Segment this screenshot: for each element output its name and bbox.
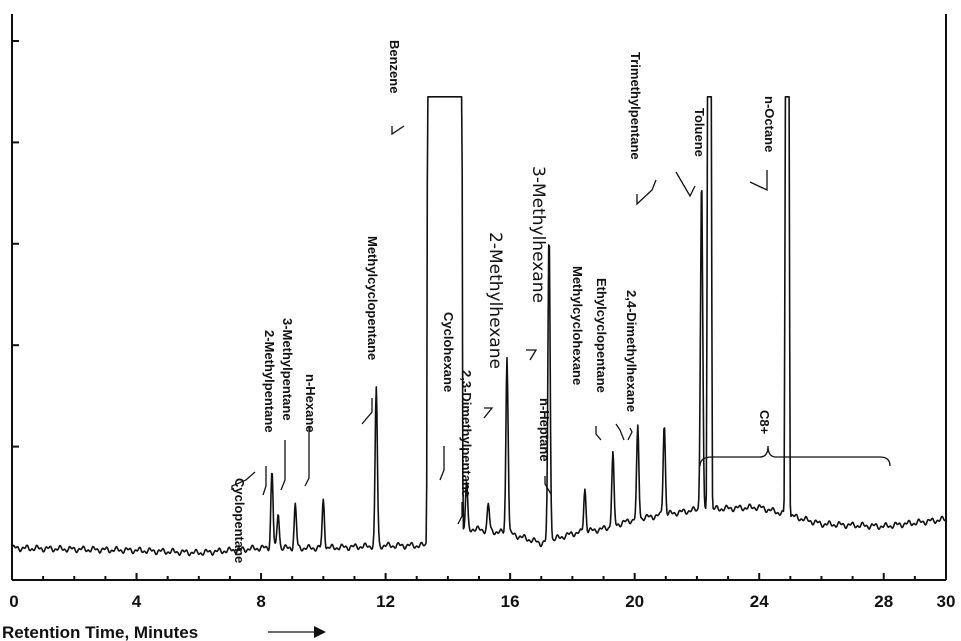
y-ticks	[12, 40, 19, 448]
peak-label-3-methylpentane: 3-Methylpentane	[280, 318, 295, 421]
peak-label-methylcyclopentane: Methylcyclopentane	[365, 236, 380, 360]
leader-3-methylpentane	[280, 440, 286, 491]
leader-n-heptane	[544, 476, 552, 495]
peak-label-3-methylhexane: 3-Methylhexane	[528, 166, 548, 303]
leader-cyclopentane	[231, 471, 256, 490]
x-tick-label-last: 30	[937, 592, 956, 611]
x-tick-label-6: 24	[750, 592, 769, 611]
leader-n-hexane	[304, 426, 310, 487]
leader-benzene	[391, 125, 405, 136]
peak-label-n-octane: n-Octane	[762, 96, 777, 152]
peak-label-trimethylpentane: Trimethylpentane	[628, 52, 643, 160]
leader-toluene	[675, 171, 696, 198]
x-tick-label-5: 20	[625, 592, 644, 611]
peak-labels: Cyclopentane 2-Methylpentane 3-Methylpen…	[231, 40, 891, 563]
peak-point-5	[443, 85, 447, 89]
leader-cyclohexane	[439, 446, 445, 481]
leader-n-octane	[749, 170, 768, 192]
leader-2-methylhexane	[483, 407, 494, 419]
peak-label-cyclohexane: Cyclohexane	[441, 312, 456, 392]
peak-point-15	[707, 56, 711, 60]
peak-point-16	[785, 62, 789, 66]
chromatogram-trace	[11, 96, 947, 557]
x-tick-label-1: 4	[132, 592, 142, 611]
x-axis-label-arrow	[268, 626, 326, 638]
peak-point-13	[662, 421, 666, 425]
peak-label-methylcyclohexane: Methylcyclohexane	[570, 266, 585, 385]
peak-label-2-3-dimethylpentane: 2,3-Dimethylpentane	[459, 370, 474, 497]
x-tick-label-2: 8	[256, 592, 265, 611]
x-tick-label-7: 28	[874, 592, 893, 611]
leader-ethylcyclopentane	[615, 423, 625, 441]
leader-trimethylpentane	[636, 179, 657, 206]
peak-label-n-hexane: n-Hexane	[303, 374, 318, 433]
peak-label-2-methylhexane: 2-Methylhexane	[485, 232, 505, 369]
peak-label-cyclopentane: Cyclopentane	[232, 478, 247, 563]
peak-point-0	[270, 469, 274, 473]
x-ticks	[11, 573, 916, 580]
x-axis-label: Retention Time, Minutes	[2, 623, 198, 641]
peak-label-2-4-dimethylhexane: 2,4-Dimethylhexane	[624, 290, 639, 412]
x-tick-label-4: 16	[501, 592, 520, 611]
x-tick-labels: 0 4 8 12 16 20 24 28	[9, 592, 893, 611]
leader-2-methylpentane	[262, 466, 267, 496]
c8-plus-bracket	[699, 445, 891, 467]
leader-methylcyclohexane	[595, 426, 602, 441]
peak-label-n-heptane: n-Heptane	[537, 398, 552, 462]
peak-label-2-methylpentane: 2-Methylpentane	[262, 330, 277, 433]
peak-point-1	[276, 510, 280, 514]
leader-methylcyclopentane	[361, 398, 373, 425]
peak-label-ethylcyclopentane: Ethylcyclopentane	[594, 278, 609, 393]
leader-3-methylhexane	[526, 349, 538, 361]
leader-2-4-dimethylhexane	[627, 427, 633, 441]
x-tick-label-3: 12	[376, 592, 395, 611]
peak-point-14	[700, 176, 704, 180]
peak-label-toluene: Toluene	[692, 108, 707, 157]
leader-2-3-dimethylpentane	[457, 502, 463, 525]
peak-label-benzene: Benzene	[387, 40, 402, 93]
x-tick-label-0: 0	[9, 592, 18, 611]
annotation-c8-plus: C8+	[757, 410, 772, 435]
